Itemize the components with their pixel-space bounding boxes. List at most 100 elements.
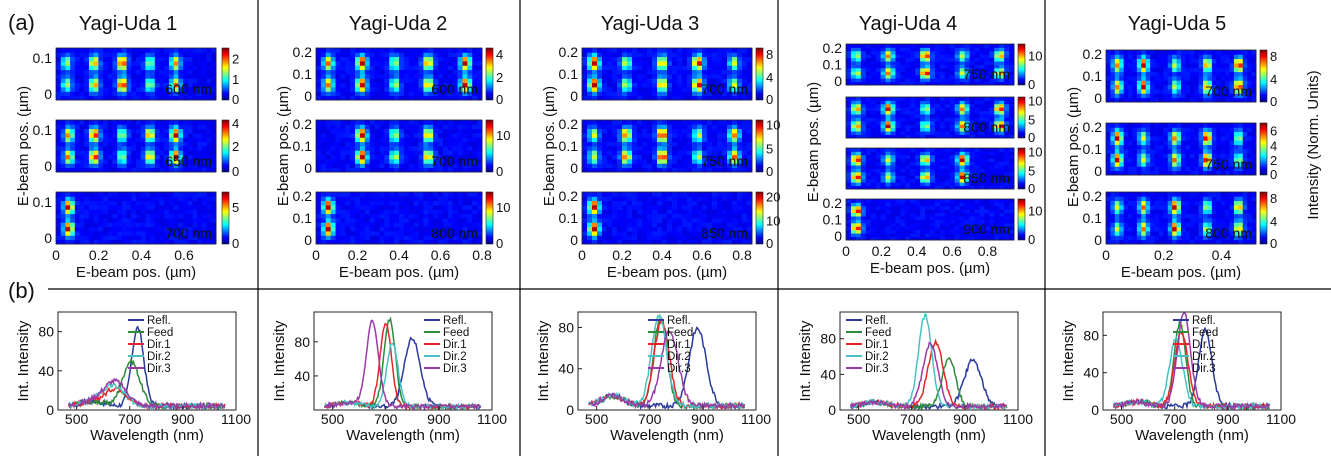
- heatmap-cell: [860, 178, 867, 183]
- heatmap-cell: [477, 239, 483, 245]
- heatmap-cell: [355, 239, 361, 245]
- heatmap-cell: [647, 120, 653, 125]
- heatmap-cell: [159, 133, 165, 138]
- heatmap-cell: [168, 163, 175, 169]
- heatmap-cell: [107, 239, 113, 245]
- heatmap-cell: [364, 167, 371, 173]
- heatmap-cell: [452, 192, 458, 197]
- heatmap-cell: [88, 91, 95, 97]
- heatmap-cell: [939, 103, 946, 108]
- heatmap-cell: [93, 154, 99, 160]
- heatmap-cell: [187, 91, 193, 97]
- heatmap-frame: [315, 191, 483, 245]
- heatmap-cell: [1004, 103, 1010, 108]
- heatmap-cell: [423, 61, 429, 66]
- heatmap-cell: [920, 110, 926, 115]
- heatmap-cell: [389, 200, 395, 206]
- heatmap-cell: [900, 114, 906, 118]
- heatmap-cell: [472, 61, 478, 66]
- heatmap-cell: [403, 213, 410, 219]
- heatmap-cell: [964, 107, 970, 112]
- heatmap-cell: [56, 200, 62, 206]
- heatmap-cell: [112, 95, 118, 101]
- heatmap-cell: [316, 163, 322, 169]
- heatmap-cell: [206, 61, 212, 66]
- heatmap-cell: [394, 154, 400, 160]
- heatmap-cell: [1004, 67, 1010, 72]
- heatmap-cell: [870, 81, 877, 86]
- heatmap-cell: [687, 133, 693, 138]
- heatmap-cell: [374, 69, 380, 75]
- colorbar: [755, 191, 764, 245]
- heatmap-cell: [150, 159, 156, 164]
- heatmap-cell: [364, 78, 371, 84]
- heatmap-cell: [442, 120, 449, 125]
- heatmap-cell: [855, 171, 862, 176]
- heatmap-cell: [56, 137, 62, 143]
- heatmap-cell: [98, 167, 104, 173]
- heatmap-cell: [467, 192, 473, 197]
- heatmap-cell: [159, 120, 165, 125]
- heatmap-cell: [325, 82, 332, 88]
- heatmap-cell: [413, 141, 419, 147]
- heatmap-cell: [717, 61, 723, 66]
- heatmap-cell: [211, 154, 217, 160]
- heatmap-cell: [682, 137, 688, 143]
- heatmap-cell: [140, 128, 146, 134]
- heatmap-cell: [206, 226, 212, 232]
- heatmap-cell: [399, 133, 405, 138]
- heatmap-cell: [442, 159, 449, 164]
- heatmap-cell: [612, 124, 618, 130]
- heatmap-cell: [747, 192, 753, 197]
- heatmap-cell: [350, 69, 356, 75]
- heatmap-cell: [159, 61, 165, 66]
- heatmap-cell: [140, 209, 146, 215]
- heatmap-cell: [433, 192, 439, 197]
- heatmap-cell: [582, 167, 588, 173]
- heatmap-cell: [399, 52, 405, 58]
- heatmap-cell: [920, 64, 926, 69]
- heatmap-cell: [70, 133, 76, 138]
- heatmap-cell: [934, 61, 941, 65]
- heatmap-cell: [925, 74, 931, 79]
- heatmap-cell: [979, 50, 985, 55]
- heatmap-cell: [154, 218, 160, 223]
- heatmap-cell: [964, 61, 970, 65]
- heatmap-cell: [637, 74, 643, 79]
- heatmap-cell: [890, 54, 896, 59]
- heatmap-cell: [657, 146, 663, 151]
- heatmap-cell: [350, 163, 356, 169]
- heatmap-cell: [447, 87, 454, 92]
- heatmap-cell: [84, 120, 90, 125]
- heatmap-cell: [860, 107, 867, 112]
- heatmap-cell: [201, 137, 207, 143]
- heatmap-cell: [335, 196, 341, 202]
- heatmap-cell: [168, 48, 175, 53]
- heatmap-cell: [74, 200, 80, 206]
- heatmap-cell: [632, 192, 638, 197]
- heatmap-cell: [707, 78, 713, 84]
- heatmap-cell: [192, 192, 198, 197]
- heatmap-cell: [737, 78, 743, 84]
- heatmap-cell: [65, 150, 71, 156]
- heatmap-cell: [413, 128, 419, 134]
- heatmap-cell: [201, 146, 207, 151]
- heatmap-cell: [984, 44, 990, 48]
- heatmap-cell: [860, 110, 867, 115]
- heatmap-cell: [999, 78, 1005, 82]
- heatmap-cell: [462, 192, 468, 197]
- heatmap-cell: [316, 65, 322, 71]
- heatmap-cell: [979, 74, 985, 79]
- heatmap-cell: [335, 48, 341, 53]
- heatmap-cell: [717, 209, 723, 215]
- heatmap-cell: [994, 161, 1000, 166]
- heatmap-cell: [140, 48, 146, 53]
- heatmap-cell: [197, 218, 203, 223]
- heatmap-cell: [389, 65, 395, 71]
- heatmap-cell: [355, 95, 361, 101]
- heatmap-cell: [974, 78, 980, 82]
- heatmap-cell: [472, 226, 478, 232]
- heatmap-cell: [687, 231, 693, 236]
- heatmap-cell: [949, 154, 956, 159]
- heatmap-cell: [727, 141, 733, 147]
